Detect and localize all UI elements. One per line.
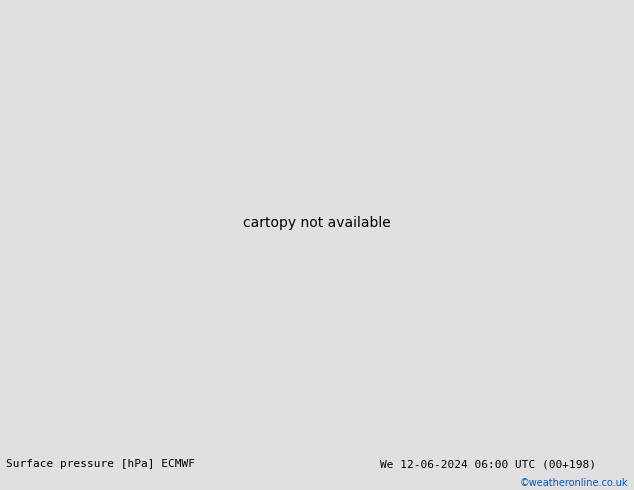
Text: Surface pressure [hPa] ECMWF: Surface pressure [hPa] ECMWF — [6, 459, 195, 469]
Text: ©weatheronline.co.uk: ©weatheronline.co.uk — [519, 478, 628, 488]
Text: cartopy not available: cartopy not available — [243, 216, 391, 230]
Text: We 12-06-2024 06:00 UTC (00+198): We 12-06-2024 06:00 UTC (00+198) — [380, 459, 597, 469]
